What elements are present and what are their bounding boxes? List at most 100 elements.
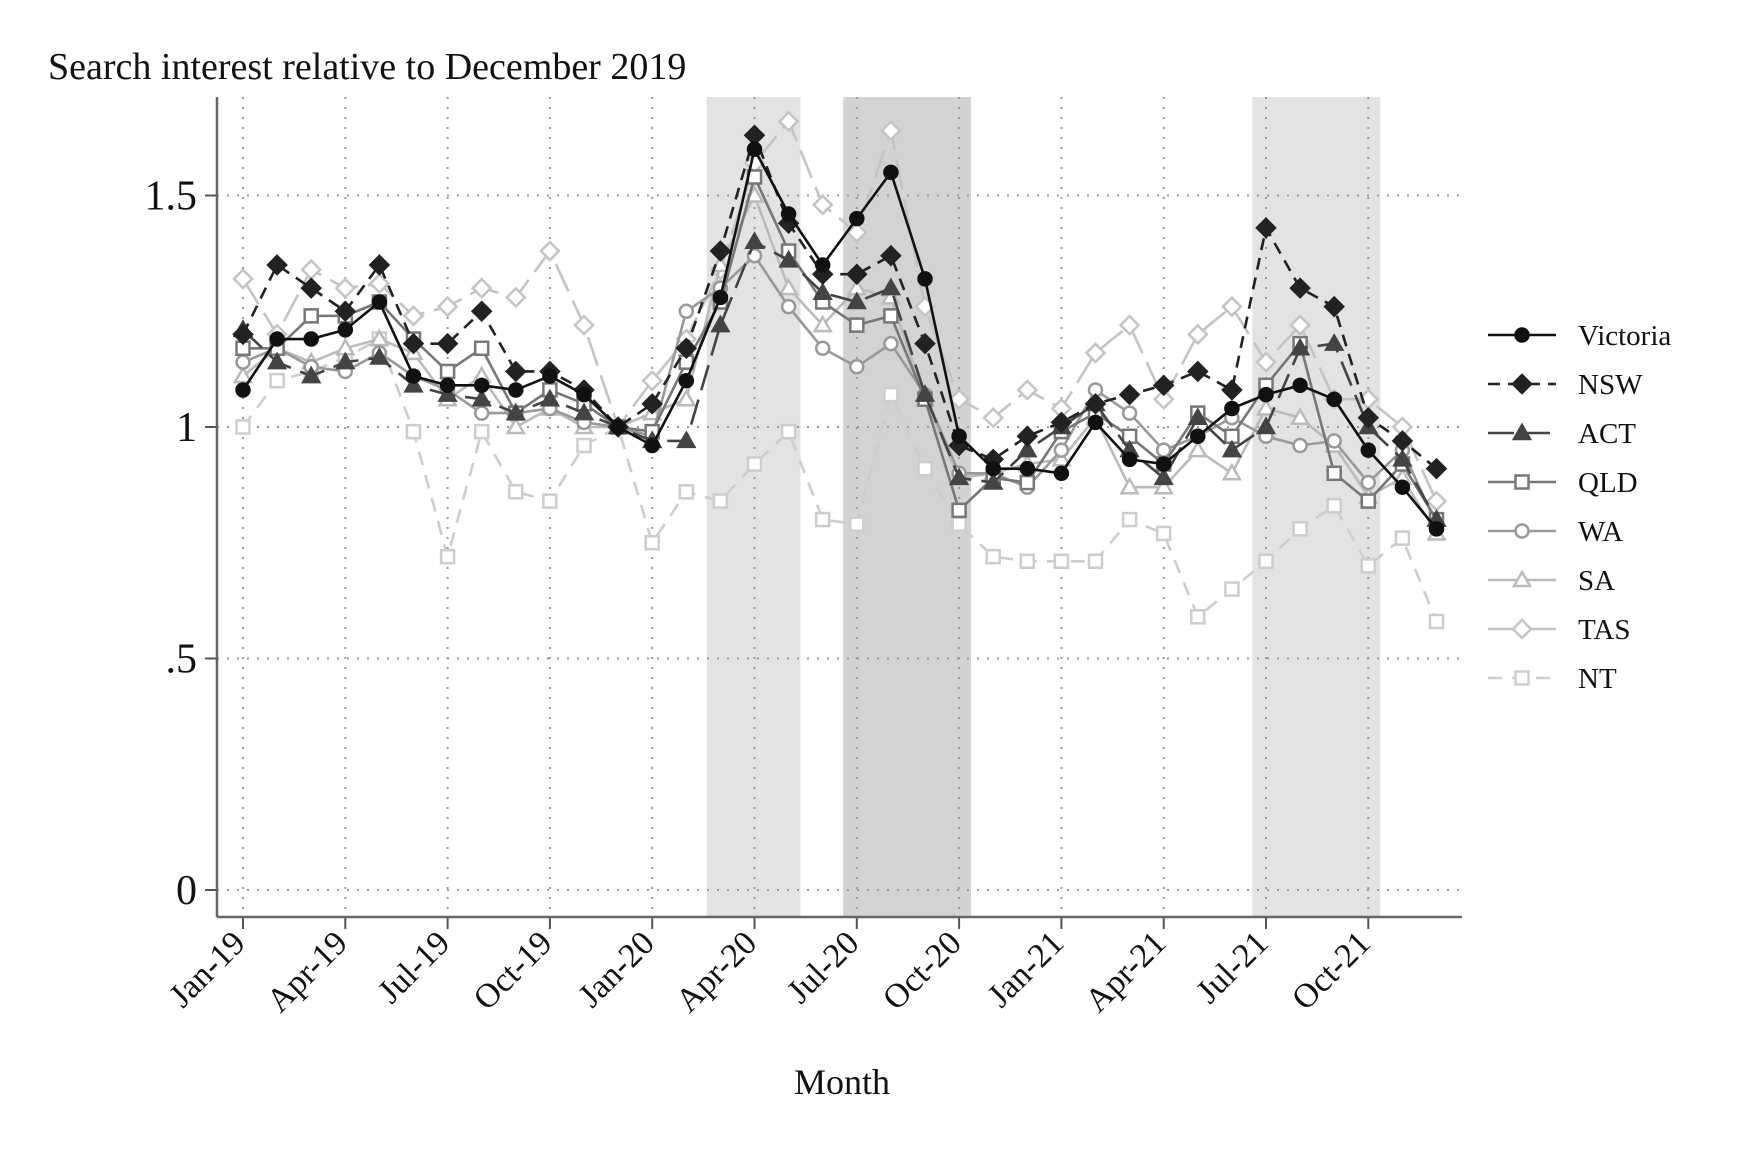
- data-point-tas: [1255, 351, 1277, 373]
- data-point-nsw: [300, 277, 322, 299]
- data-point-tas: [402, 305, 425, 327]
- data-point-tas: [1152, 388, 1175, 410]
- data-point-victoria: [371, 294, 388, 310]
- y-tick-label: 1.5: [145, 174, 198, 220]
- data-point-victoria: [337, 322, 354, 338]
- data-point-nsw: [232, 323, 254, 346]
- data-point-act: [846, 291, 867, 310]
- data-point-nsw: [709, 240, 732, 262]
- data-point-tas: [641, 369, 663, 392]
- data-point-tas: [470, 277, 493, 299]
- data-point-act: [505, 402, 526, 421]
- data-point-tas: [880, 119, 902, 142]
- data-point-qld: [849, 317, 865, 333]
- data-point-nsw: [880, 244, 902, 267]
- data-point-act: [983, 472, 1004, 490]
- data-point-nt: [746, 456, 763, 472]
- data-point-nsw: [368, 254, 391, 276]
- data-point-nsw: [641, 393, 663, 415]
- legend-marker: [1511, 618, 1533, 640]
- data-point-nsw: [334, 300, 357, 323]
- data-point-wa: [678, 303, 695, 319]
- legend-item-wa: WA: [1488, 516, 1623, 548]
- data-point-qld: [883, 308, 899, 324]
- data-point-wa: [1121, 405, 1138, 421]
- data-point-nsw: [1391, 430, 1414, 452]
- data-point-nsw: [1289, 277, 1311, 299]
- data-point-nt: [235, 419, 251, 435]
- data-point-victoria: [1360, 442, 1377, 458]
- data-point-victoria: [712, 289, 729, 306]
- data-point-nt: [644, 535, 660, 551]
- data-point-wa: [849, 359, 865, 375]
- data-point-sa: [232, 365, 254, 384]
- data-point-tas: [1016, 379, 1039, 401]
- data-point-act: [1017, 439, 1038, 458]
- data-point-victoria: [985, 460, 1001, 477]
- data-point-victoria: [1053, 465, 1070, 482]
- data-point-victoria: [849, 210, 865, 227]
- data-point-nt: [576, 437, 592, 454]
- legend: Victoria NSW ACT QLD WA SA TAS NT: [1488, 320, 1671, 695]
- data-point-victoria: [1428, 521, 1445, 537]
- data-point-act: [1324, 333, 1345, 351]
- legend-marker: [1511, 422, 1533, 441]
- data-point-qld: [951, 502, 967, 519]
- legend-item-nt: NT: [1488, 663, 1617, 695]
- data-point-act: [1187, 407, 1208, 425]
- data-point-act: [676, 430, 697, 449]
- data-point-nt: [814, 511, 831, 528]
- data-point-sa: [812, 314, 833, 333]
- data-point-victoria: [303, 331, 319, 347]
- chart-title: Search interest relative to December 201…: [48, 46, 686, 88]
- data-point-act: [744, 231, 765, 250]
- data-point-act: [880, 277, 902, 296]
- data-point-victoria: [1190, 428, 1206, 445]
- data-point-nsw: [1050, 411, 1073, 434]
- data-point-wa: [1292, 437, 1308, 454]
- data-point-nt: [1428, 613, 1445, 630]
- data-point-nt: [542, 493, 558, 509]
- y-tick-label: 0: [176, 868, 197, 914]
- data-point-nsw: [1357, 406, 1380, 429]
- series-victoria: [235, 141, 1445, 537]
- data-point-victoria: [1394, 479, 1411, 495]
- data-point-nsw: [1221, 379, 1243, 401]
- data-point-victoria: [405, 368, 422, 384]
- legend-item-victoria: Victoria: [1488, 320, 1671, 352]
- data-point-sa: [1289, 407, 1311, 425]
- data-point-nt: [1087, 553, 1104, 570]
- legend-marker: [1514, 523, 1530, 539]
- legend-label: TAS: [1578, 614, 1630, 646]
- legend-marker: [1511, 569, 1533, 588]
- data-point-nt: [1258, 553, 1274, 570]
- data-point-nsw: [675, 337, 698, 360]
- data-point-victoria: [1155, 456, 1172, 472]
- data-point-victoria: [235, 382, 251, 398]
- data-point-victoria: [678, 372, 695, 389]
- data-point-tas: [368, 272, 391, 295]
- data-point-nsw: [1255, 217, 1277, 239]
- data-point-nt: [508, 484, 524, 500]
- legend-label: ACT: [1578, 418, 1636, 450]
- legend-marker: [1514, 474, 1530, 490]
- data-point-act: [1289, 337, 1311, 356]
- data-point-nt: [1155, 525, 1172, 542]
- data-point-act: [1255, 416, 1277, 435]
- data-point-victoria: [576, 386, 592, 403]
- data-point-act: [471, 388, 492, 407]
- data-point-act: [437, 384, 458, 402]
- data-point-victoria: [269, 331, 285, 347]
- data-point-victoria: [951, 428, 967, 445]
- data-point-nt: [883, 386, 899, 403]
- data-point-qld: [1019, 474, 1036, 491]
- series-nt: [235, 331, 1445, 630]
- data-point-act: [539, 388, 561, 407]
- data-point-nt: [917, 460, 933, 477]
- data-point-wa: [1360, 474, 1377, 491]
- data-point-act: [573, 402, 595, 421]
- legend-label: SA: [1578, 565, 1615, 597]
- data-point-nt: [1019, 553, 1036, 570]
- data-point-nt: [678, 484, 695, 500]
